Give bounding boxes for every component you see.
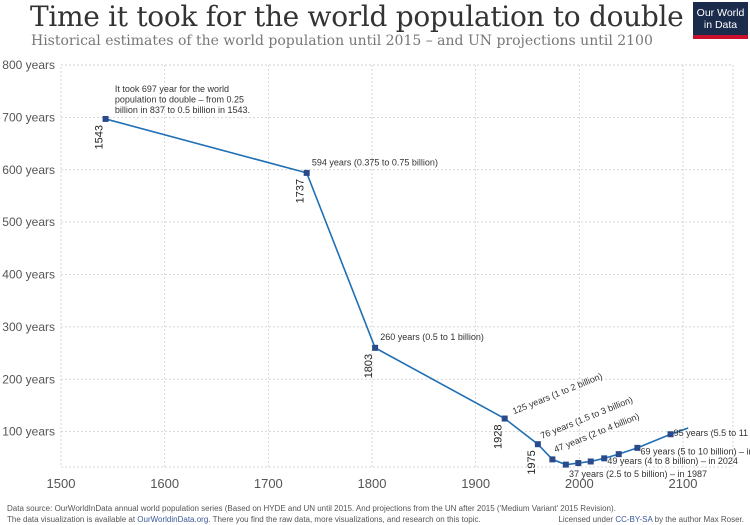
data-point-marker — [549, 456, 556, 463]
x-tick-label: 1500 — [47, 476, 76, 491]
annotation-label: 594 years (0.375 to 0.75 billion) — [312, 158, 438, 168]
data-point-marker — [587, 458, 594, 465]
license-line: Licensed under CC-BY-SA by the author Ma… — [558, 515, 744, 524]
year-label: 1928 — [493, 425, 505, 449]
year-label: 1543 — [94, 125, 106, 149]
y-tick-label: 600 years — [2, 163, 55, 177]
y-tick-label: 700 years — [2, 110, 55, 124]
license-link[interactable]: CC-BY-SA — [615, 515, 653, 524]
chart-subtitle: Historical estimates of the world popula… — [31, 33, 653, 49]
x-tick-label: 2100 — [669, 476, 698, 491]
year-label: 1803 — [363, 354, 375, 378]
x-tick-label: 1800 — [358, 476, 387, 491]
data-point-marker — [667, 431, 674, 438]
data-point-marker — [303, 169, 310, 176]
data-point-marker — [575, 460, 582, 467]
annotation-label: 260 years (0.5 to 1 billion) — [380, 332, 484, 342]
data-point-marker — [615, 451, 622, 458]
footer-text-post: . There you find the raw data, more visu… — [208, 515, 481, 524]
y-tick-label: 100 years — [2, 425, 55, 439]
data-point-marker — [534, 441, 541, 448]
footer-link-line: The data visualization is available at O… — [7, 515, 481, 524]
logo-line-1: Our World — [696, 7, 745, 19]
annotation-label: It took 697 year for the world population… — [115, 84, 250, 115]
annotation-label: 37 years (2.5 to 5 billion) – in 1987 — [569, 469, 707, 479]
y-tick-label: 800 years — [2, 58, 55, 72]
series-line — [105, 118, 689, 466]
x-tick-label: 2000 — [565, 476, 594, 491]
annotation-label: 69 years (5 to 10 billion) – in 2056 — [640, 447, 750, 457]
footer-source: Data source: OurWorldInData annual world… — [7, 504, 616, 513]
data-point-marker — [501, 415, 508, 422]
owid-logo[interactable]: Our World in Data — [693, 2, 748, 39]
x-tick-label: 1900 — [461, 476, 490, 491]
year-label: 1737 — [295, 179, 307, 203]
footer-text-pre: The data visualization is available at — [7, 515, 138, 524]
x-tick-label: 1600 — [150, 476, 179, 491]
annotation-label: 95 years (5.5 to 11 billion) – in 2088 — [674, 428, 750, 438]
y-tick-label: 500 years — [2, 215, 55, 229]
year-label: 1975 — [526, 450, 538, 474]
y-tick-label: 200 years — [2, 372, 55, 386]
annotation-label: 125 years (1 to 2 billion) — [511, 371, 604, 416]
owid-link[interactable]: OurWorldinData.org — [137, 515, 209, 524]
license-text-pre: Licensed under — [558, 515, 616, 524]
y-tick-label: 300 years — [2, 320, 55, 334]
license-text-post: by the author Max Roser. — [652, 515, 744, 524]
data-point-marker — [562, 461, 569, 468]
data-point-marker — [102, 115, 109, 122]
data-point-marker — [634, 444, 641, 451]
logo-line-2: in Data — [703, 19, 738, 31]
y-tick-label: 400 years — [2, 268, 55, 282]
chart-title: Time it took for the world population to… — [30, 0, 684, 33]
plot-frame — [60, 64, 734, 468]
annotation-label: 49 years (4 to 8 billion) – in 2024 — [607, 456, 738, 466]
x-tick-label: 1700 — [254, 476, 283, 491]
data-point-marker — [601, 455, 608, 462]
data-point-marker — [372, 344, 379, 351]
